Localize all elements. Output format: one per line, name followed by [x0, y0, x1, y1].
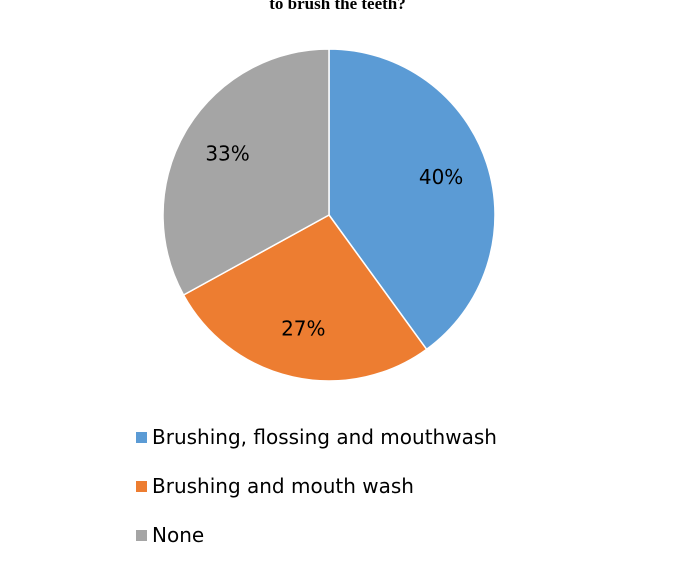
- legend-item: Brushing, flossing and mouthwash: [136, 420, 497, 454]
- pie-slice-2: [162, 48, 330, 296]
- pie-chart: 40% 27% 33%: [162, 48, 496, 382]
- data-label-2: 33%: [205, 142, 249, 166]
- legend-item: None: [136, 518, 497, 552]
- legend-swatch-none: [136, 529, 147, 541]
- legend-swatch-brushing-mouth-wash: [136, 480, 147, 492]
- legend: Brushing, flossing and mouthwash Brushin…: [136, 420, 497, 567]
- legend-label: Brushing, flossing and mouthwash: [152, 425, 497, 449]
- legend-label: Brushing and mouth wash: [152, 474, 414, 498]
- legend-item: Brushing and mouth wash: [136, 469, 497, 503]
- data-label-0: 40%: [419, 165, 463, 189]
- data-label-1: 27%: [281, 317, 325, 341]
- pie-slice-0: [328, 48, 496, 351]
- chart-title: to brush the teeth?: [269, 0, 406, 13]
- legend-swatch-brushing-flossing-mouthwash: [136, 431, 147, 443]
- pie-slice-1: [182, 214, 428, 382]
- legend-label: None: [152, 523, 205, 547]
